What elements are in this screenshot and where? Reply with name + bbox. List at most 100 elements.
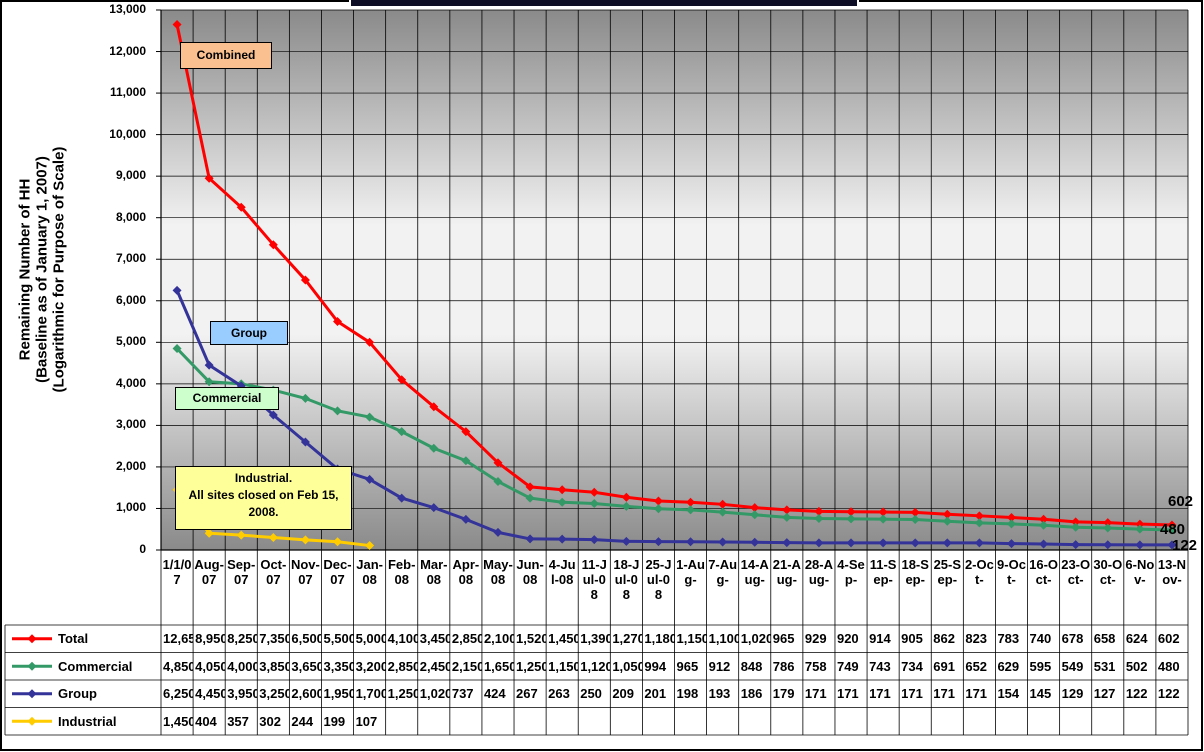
legend-label: Commercial — [58, 658, 133, 674]
table-value: 629 — [997, 658, 1020, 674]
point-marker — [204, 528, 214, 538]
point-marker — [1103, 523, 1113, 533]
table-value: 6,500 — [291, 631, 322, 646]
point-marker — [461, 514, 471, 524]
table-value: 4,100 — [387, 631, 418, 646]
table-value: 171 — [965, 686, 988, 701]
table-value: 1,650 — [483, 658, 515, 674]
table-value: 1,150 — [548, 658, 579, 674]
table-value: 743 — [869, 658, 891, 674]
table-value: 3,950 — [227, 686, 258, 701]
table-value: 424 — [483, 686, 506, 701]
table-value: 823 — [965, 631, 988, 646]
table-value: 4,050 — [195, 658, 226, 674]
table-value: 737 — [451, 686, 474, 701]
table-value: 914 — [869, 631, 891, 646]
point-marker — [589, 535, 599, 545]
point-marker — [846, 538, 856, 548]
table-value: 549 — [1061, 658, 1084, 674]
table-value: 920 — [836, 631, 859, 646]
x-tick-label: 4-Jul-08 — [548, 557, 576, 587]
legend-label: Total — [58, 631, 89, 646]
table-value: 201 — [644, 686, 667, 701]
table-value: 734 — [901, 658, 923, 674]
table-value: 783 — [997, 631, 1020, 646]
table-value: 122 — [1157, 686, 1180, 701]
table-value: 171 — [933, 686, 955, 701]
table-value: 250 — [580, 686, 602, 701]
table-value: 302 — [259, 713, 281, 729]
table-value: 758 — [804, 658, 827, 674]
point-marker — [589, 498, 599, 508]
y-tick-label: 10,000 — [109, 126, 146, 141]
point-marker — [1006, 519, 1016, 529]
x-tick-label: 16-Oct- — [1029, 557, 1059, 587]
table-value: 267 — [516, 686, 538, 701]
x-tick-label: 30-Oct- — [1093, 557, 1123, 587]
point-marker — [942, 516, 952, 526]
y-tick-label: 13,000 — [109, 2, 146, 16]
y-tick-label: 8,000 — [115, 209, 146, 224]
table-value: 198 — [676, 686, 699, 701]
x-tick-label: 18-Jul-08 — [613, 557, 640, 602]
annotation: Industrial. — [234, 471, 293, 485]
y-tick-label: 6,000 — [115, 292, 146, 307]
point-marker — [525, 482, 535, 492]
point-marker — [493, 458, 503, 468]
table-value: 2,150 — [451, 658, 482, 674]
point-marker — [1167, 520, 1177, 530]
table-value: 8,250 — [227, 631, 258, 646]
table-value: 171 — [869, 686, 891, 701]
table-value: 5,000 — [355, 631, 386, 646]
point-marker — [1071, 540, 1081, 550]
x-tick-label: 23-Oct- — [1061, 557, 1091, 587]
x-tick-label: 6-Nov- — [1125, 557, 1155, 587]
table-value: 691 — [933, 658, 955, 674]
table-value: 3,350 — [323, 658, 354, 674]
point-marker — [846, 507, 856, 517]
table-value: 749 — [836, 658, 859, 674]
end-value-label: 602 — [1168, 493, 1194, 510]
x-tick-label: 9-Oct- — [997, 557, 1026, 587]
point-marker — [910, 507, 920, 517]
table-value: 2,600 — [291, 686, 322, 701]
point-marker — [1039, 520, 1049, 530]
table-value: 531 — [1093, 658, 1116, 674]
y-tick-label: 11,000 — [109, 85, 146, 100]
table-value: 1,050 — [612, 658, 643, 674]
table-value: 171 — [836, 686, 859, 701]
point-marker — [397, 493, 407, 503]
table-value: 1,520 — [516, 631, 547, 646]
point-marker — [493, 527, 503, 537]
point-marker — [300, 535, 310, 545]
point-marker — [300, 437, 310, 447]
point-marker — [653, 496, 663, 506]
y-axis-label: Remaining Number of HH — [16, 178, 34, 361]
point-marker — [718, 537, 728, 547]
table-value: 4,850 — [163, 658, 194, 674]
point-marker — [974, 518, 984, 528]
legend-label: Group — [58, 686, 97, 701]
table-value: 480 — [1157, 658, 1180, 674]
table-value: 193 — [708, 686, 731, 701]
point-marker — [204, 173, 214, 183]
point-marker — [172, 285, 182, 295]
point-marker — [525, 493, 535, 503]
table-value: 171 — [901, 686, 923, 701]
legend-marker — [27, 689, 37, 699]
x-tick-label: 18-Sep- — [901, 557, 929, 587]
annotation: All sites closed on Feb 15, 2008. — [188, 488, 339, 519]
table-value: 1,020 — [740, 631, 771, 646]
table-value: 652 — [965, 658, 988, 674]
table-value: 1,950 — [323, 686, 354, 701]
point-marker — [942, 538, 952, 548]
point-marker — [172, 20, 182, 30]
table-value: 4,450 — [195, 686, 226, 701]
point-marker — [1135, 540, 1145, 550]
point-marker — [557, 485, 567, 495]
point-marker — [365, 474, 375, 484]
table-value: 624 — [1125, 631, 1148, 646]
x-tick-label: Jun-08 — [516, 557, 544, 587]
legend-marker — [27, 716, 37, 726]
table-value: 129 — [1061, 686, 1084, 701]
